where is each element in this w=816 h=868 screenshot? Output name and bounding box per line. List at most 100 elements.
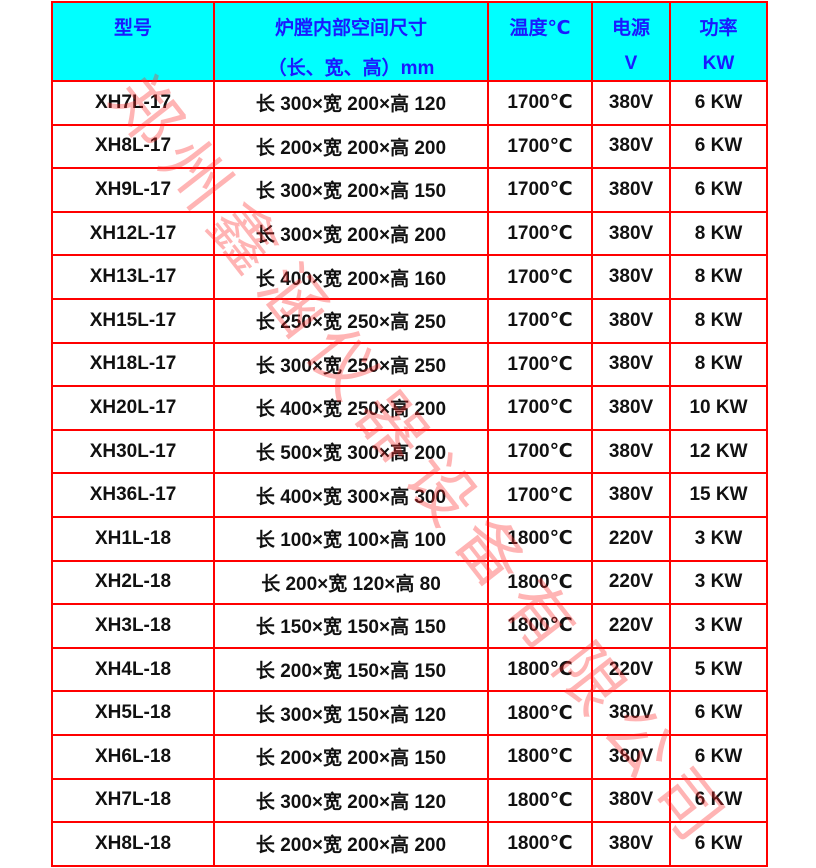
cell-voltage: 380V bbox=[591, 821, 671, 867]
cell-size: 长 400×宽 300×高 300 bbox=[213, 472, 489, 518]
cell-power: 6 KW bbox=[669, 80, 768, 126]
cell-voltage: 380V bbox=[591, 472, 671, 518]
cell-temp: 1800℃ bbox=[487, 646, 593, 693]
cell-power: 6 KW bbox=[669, 123, 768, 170]
cell-model: XH12L-17 bbox=[51, 210, 215, 257]
cell-power: 3 KW bbox=[669, 603, 768, 649]
header-power-line2: V bbox=[624, 53, 638, 74]
table-row: XH5L-18 长 300×宽 150×高 120 1800℃ 380V 6 KW bbox=[51, 690, 768, 736]
header-temp: 温度℃ bbox=[487, 1, 593, 82]
cell-size: 长 400×宽 200×高 160 bbox=[213, 254, 489, 300]
cell-temp: 1700℃ bbox=[487, 297, 593, 344]
cell-temp: 1800℃ bbox=[487, 777, 593, 824]
cell-voltage: 380V bbox=[591, 690, 671, 736]
cell-size: 长 150×宽 150×高 150 bbox=[213, 603, 489, 649]
table-body: XH7L-17 长 300×宽 200×高 120 1700℃ 380V 6 KW XH8… bbox=[51, 80, 768, 867]
table-row: XH8L-17 长 200×宽 200×高 200 1700℃ 380V 6 KW bbox=[51, 123, 768, 170]
cell-voltage: 380V bbox=[591, 167, 671, 213]
cell-model: XH13L-17 bbox=[51, 254, 215, 300]
cell-voltage: 380V bbox=[591, 428, 671, 475]
cell-size: 长 400×宽 250×高 200 bbox=[213, 385, 489, 431]
table-row: XH7L-17 长 300×宽 200×高 120 1700℃ 380V 6 KW bbox=[51, 80, 768, 126]
header-rate-line2: KW bbox=[702, 53, 735, 74]
cell-power: 8 KW bbox=[669, 254, 768, 300]
cell-voltage: 220V bbox=[591, 515, 671, 562]
cell-temp: 1700℃ bbox=[487, 341, 593, 388]
cell-model: XH6L-18 bbox=[51, 733, 215, 780]
cell-temp: 1700℃ bbox=[487, 210, 593, 257]
header-model-label: 型号 bbox=[113, 18, 152, 39]
cell-power: 6 KW bbox=[669, 733, 768, 780]
header-row: 型号 炉膛内部空间尺寸 （长、宽、高）mm 温度℃ 电源 V 功率 KW bbox=[51, 1, 768, 82]
cell-power: 6 KW bbox=[669, 167, 768, 213]
table-row: XH30L-17 长 500×宽 300×高 200 1700℃ 380V 12 KW bbox=[51, 428, 768, 475]
cell-power: 10 KW bbox=[669, 385, 768, 431]
table-row: XH36L-17 长 400×宽 300×高 300 1700℃ 380V 15 KW bbox=[51, 472, 768, 518]
cell-temp: 1700℃ bbox=[487, 254, 593, 300]
cell-size: 长 500×宽 300×高 200 bbox=[213, 428, 489, 475]
table-row: XH18L-17 长 300×宽 250×高 250 1700℃ 380V 8 KW bbox=[51, 341, 768, 388]
header-model: 型号 bbox=[51, 1, 215, 82]
cell-model: XH5L-18 bbox=[51, 690, 215, 736]
cell-voltage: 220V bbox=[591, 559, 671, 606]
cell-size: 长 200×宽 150×高 150 bbox=[213, 646, 489, 693]
cell-model: XH4L-18 bbox=[51, 646, 215, 693]
cell-temp: 1800℃ bbox=[487, 821, 593, 867]
cell-voltage: 220V bbox=[591, 646, 671, 693]
table-row: XH15L-17 长 250×宽 250×高 250 1700℃ 380V 8 KW bbox=[51, 297, 768, 344]
header-size: 炉膛内部空间尺寸 （长、宽、高）mm bbox=[213, 1, 489, 82]
cell-temp: 1700℃ bbox=[487, 167, 593, 213]
header-size-line1: 炉膛内部空间尺寸 bbox=[274, 18, 427, 39]
cell-voltage: 380V bbox=[591, 254, 671, 300]
header-temp-label: 温度℃ bbox=[509, 18, 571, 39]
cell-power: 3 KW bbox=[669, 515, 768, 562]
cell-size: 长 300×宽 150×高 120 bbox=[213, 690, 489, 736]
cell-model: XH30L-17 bbox=[51, 428, 215, 475]
cell-power: 5 KW bbox=[669, 646, 768, 693]
cell-model: XH2L-18 bbox=[51, 559, 215, 606]
cell-model: XH9L-17 bbox=[51, 167, 215, 213]
header-power: 电源 V bbox=[591, 1, 671, 82]
cell-power: 8 KW bbox=[669, 210, 768, 257]
cell-temp: 1700℃ bbox=[487, 428, 593, 475]
cell-voltage: 380V bbox=[591, 385, 671, 431]
header-rate: 功率 KW bbox=[669, 1, 768, 82]
table-row: XH3L-18 长 150×宽 150×高 150 1800℃ 220V 3 KW bbox=[51, 603, 768, 649]
cell-model: XH18L-17 bbox=[51, 341, 215, 388]
table-row: XH7L-18 长 300×宽 200×高 120 1800℃ 380V 6 KW bbox=[51, 777, 768, 824]
header-rate-line1: 功率 bbox=[699, 18, 738, 39]
cell-voltage: 380V bbox=[591, 210, 671, 257]
cell-power: 12 KW bbox=[669, 428, 768, 475]
cell-temp: 1800℃ bbox=[487, 515, 593, 562]
cell-model: XH8L-18 bbox=[51, 821, 215, 867]
cell-size: 长 200×宽 200×高 150 bbox=[213, 733, 489, 780]
table-row: XH8L-18 长 200×宽 200×高 200 1800℃ 380V 6 KW bbox=[51, 821, 768, 867]
cell-temp: 1800℃ bbox=[487, 559, 593, 606]
table-row: XH1L-18 长 100×宽 100×高 100 1800℃ 220V 3 KW bbox=[51, 515, 768, 562]
table-row: XH9L-17 长 300×宽 200×高 150 1700℃ 380V 6 KW bbox=[51, 167, 768, 213]
table-row: XH12L-17 长 300×宽 200×高 200 1700℃ 380V 8 KW bbox=[51, 210, 768, 257]
cell-power: 8 KW bbox=[669, 297, 768, 344]
cell-model: XH1L-18 bbox=[51, 515, 215, 562]
cell-size: 长 300×宽 250×高 250 bbox=[213, 341, 489, 388]
cell-size: 长 300×宽 200×高 120 bbox=[213, 80, 489, 126]
cell-voltage: 380V bbox=[591, 297, 671, 344]
table-row: XH4L-18 长 200×宽 150×高 150 1800℃ 220V 5 KW bbox=[51, 646, 768, 693]
cell-temp: 1700℃ bbox=[487, 472, 593, 518]
cell-power: 6 KW bbox=[669, 777, 768, 824]
cell-model: XH36L-17 bbox=[51, 472, 215, 518]
cell-model: XH20L-17 bbox=[51, 385, 215, 431]
cell-model: XH7L-18 bbox=[51, 777, 215, 824]
cell-size: 长 300×宽 200×高 150 bbox=[213, 167, 489, 213]
cell-voltage: 380V bbox=[591, 123, 671, 170]
cell-size: 长 200×宽 120×高 80 bbox=[213, 559, 489, 606]
cell-model: XH7L-17 bbox=[51, 80, 215, 126]
cell-power: 6 KW bbox=[669, 690, 768, 736]
cell-temp: 1700℃ bbox=[487, 385, 593, 431]
cell-size: 长 100×宽 100×高 100 bbox=[213, 515, 489, 562]
header-power-line1: 电源 bbox=[611, 18, 650, 39]
cell-voltage: 380V bbox=[591, 80, 671, 126]
cell-model: XH3L-18 bbox=[51, 603, 215, 649]
cell-size: 长 300×宽 200×高 200 bbox=[213, 210, 489, 257]
cell-power: 8 KW bbox=[669, 341, 768, 388]
